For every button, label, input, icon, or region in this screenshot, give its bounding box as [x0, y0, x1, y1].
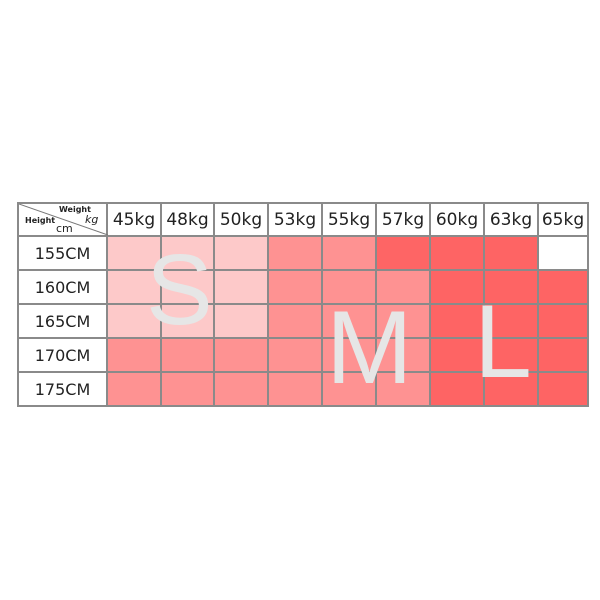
- size-cell: [106, 269, 162, 305]
- table-row: 165CM: [17, 303, 589, 339]
- weight-header: 65kg: [537, 202, 589, 237]
- size-cell: [160, 371, 215, 407]
- kg-label: kg: [85, 213, 99, 226]
- height-label: Height: [25, 216, 56, 225]
- size-cell: [429, 235, 485, 271]
- size-cell: [321, 337, 377, 373]
- size-cell: [267, 371, 323, 407]
- size-cell: [321, 269, 377, 305]
- height-label: 160CM: [17, 269, 108, 305]
- size-cell: [375, 337, 431, 373]
- size-cell: [375, 371, 431, 407]
- size-cell: [213, 303, 269, 339]
- header-row: Weight kg Height cm 45kg 48kg 50kg 53kg 55kg…: [17, 202, 589, 237]
- height-label: 170CM: [17, 337, 108, 373]
- size-cell: [321, 371, 377, 407]
- size-cell: [483, 235, 539, 271]
- weight-header: 55kg: [321, 202, 377, 237]
- size-cell: [106, 235, 162, 271]
- size-cell: [429, 337, 485, 373]
- size-chart-table: Weight kg Height cm 45kg 48kg 50kg 53kg 55kg…: [17, 202, 589, 407]
- table-row: 175CM: [17, 371, 589, 407]
- size-cell: [267, 337, 323, 373]
- size-cell: [537, 235, 589, 271]
- size-cell: [537, 371, 589, 407]
- size-cell: [483, 269, 539, 305]
- size-cell: [160, 337, 215, 373]
- size-cell: [267, 269, 323, 305]
- weight-header: 50kg: [213, 202, 269, 237]
- size-cell: [213, 235, 269, 271]
- cm-label: cm: [56, 222, 73, 235]
- size-cell: [537, 303, 589, 339]
- size-cell: [106, 303, 162, 339]
- table-row: 170CM: [17, 337, 589, 373]
- size-cell: [321, 303, 377, 339]
- size-cell: [267, 303, 323, 339]
- size-cell: [106, 337, 162, 373]
- size-cell: [375, 235, 431, 271]
- size-cell: [375, 269, 431, 305]
- size-cell: [160, 269, 215, 305]
- weight-header: 45kg: [106, 202, 162, 237]
- size-cell: [483, 337, 539, 373]
- size-cell: [429, 303, 485, 339]
- corner-cell: Weight kg Height cm: [17, 202, 108, 237]
- size-cell: [321, 235, 377, 271]
- weight-header: 60kg: [429, 202, 485, 237]
- size-cell: [483, 303, 539, 339]
- size-cell: [160, 303, 215, 339]
- height-label: 175CM: [17, 371, 108, 407]
- size-cell: [213, 269, 269, 305]
- diagonal-divider: [19, 204, 108, 236]
- size-cell: [106, 371, 162, 407]
- table-row: 155CM: [17, 235, 589, 271]
- size-cell: [213, 337, 269, 373]
- size-cell: [213, 371, 269, 407]
- weight-header: 63kg: [483, 202, 539, 237]
- size-cell: [483, 371, 539, 407]
- size-cell: [429, 269, 485, 305]
- weight-header: 57kg: [375, 202, 431, 237]
- size-cell: [375, 303, 431, 339]
- height-label: 155CM: [17, 235, 108, 271]
- size-cell: [537, 269, 589, 305]
- size-cell: [429, 371, 485, 407]
- size-cell: [267, 235, 323, 271]
- size-cell: [537, 337, 589, 373]
- weight-header: 53kg: [267, 202, 323, 237]
- table-row: 160CM: [17, 269, 589, 305]
- weight-header: 48kg: [160, 202, 215, 237]
- weight-label: Weight: [59, 205, 91, 214]
- height-label: 165CM: [17, 303, 108, 339]
- size-cell: [160, 235, 215, 271]
